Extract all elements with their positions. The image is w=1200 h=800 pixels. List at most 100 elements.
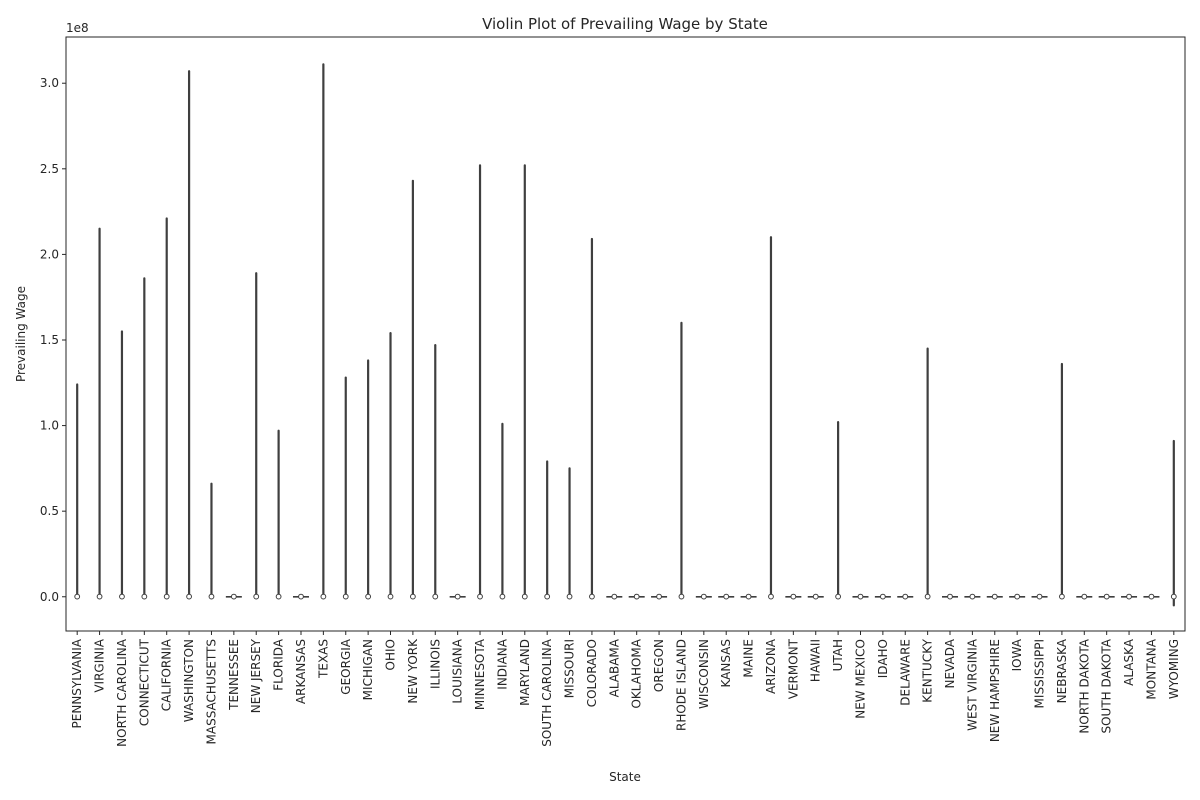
x-tick-label: NEW HAMPSHIRE: [988, 639, 1002, 742]
x-tick-label: FLORIDA: [272, 638, 286, 691]
x-tick-label: WASHINGTON: [182, 639, 196, 722]
median-marker: [1036, 593, 1043, 600]
x-tick-label: DELAWARE: [898, 639, 912, 706]
x-tick-label: TENNESSEE: [227, 639, 241, 711]
violin-kentucky: [924, 347, 931, 600]
median-marker: [857, 593, 864, 600]
x-tick-label: NEW JERSEY: [249, 638, 263, 713]
violin-michigan: [365, 359, 372, 600]
x-tick-label: COLORADO: [585, 639, 599, 707]
violin-montana: [1143, 593, 1160, 600]
violin-minnesota: [477, 164, 483, 600]
median-marker: [723, 593, 730, 600]
violin-illinois: [432, 344, 439, 600]
violin-south-carolina: [544, 460, 551, 600]
median-marker: [1081, 593, 1088, 600]
median-marker: [432, 593, 439, 600]
x-tick-label: KENTUCKY: [921, 638, 935, 702]
violin-connecticut: [141, 277, 148, 600]
violin-north-carolina: [119, 330, 125, 600]
median-marker: [499, 593, 506, 600]
y-axis-label: Prevailing Wage: [14, 286, 28, 382]
x-tick-label: MAINE: [742, 639, 756, 678]
violin-pennsylvania: [74, 383, 81, 600]
median-marker: [1014, 593, 1021, 600]
x-tick-label: WISCONSIN: [697, 639, 711, 709]
median-marker: [812, 593, 819, 600]
violin-washington: [186, 70, 192, 600]
y-tick-label: 0.5: [40, 504, 59, 518]
x-tick-label: ARKANSAS: [294, 639, 308, 704]
x-tick-label: UTAH: [831, 639, 845, 671]
violin-vermont: [785, 593, 802, 600]
x-tick-label: NORTH CAROLINA: [115, 638, 129, 747]
median-marker: [1148, 593, 1155, 600]
plot-area-frame: [65, 36, 1186, 632]
x-tick-label: MARYLAND: [518, 639, 532, 706]
median-marker: [589, 593, 595, 600]
median-marker: [342, 593, 349, 600]
median-marker: [521, 593, 528, 600]
violin-tennessee: [225, 593, 242, 600]
violin-new-york: [409, 179, 416, 600]
median-marker: [566, 593, 573, 600]
x-tick-label: VERMONT: [786, 638, 800, 699]
y-axis-ticks: 0.0 0.5 1.0 1.5 2.0 2.5 3.0: [40, 76, 66, 604]
violin-idaho: [874, 593, 891, 600]
median-marker: [656, 593, 662, 600]
median-marker: [947, 593, 953, 600]
violin-hawaii: [807, 593, 824, 600]
violin-maine: [740, 593, 757, 600]
median-marker: [790, 593, 797, 600]
x-tick-label: CALIFORNIA: [160, 638, 174, 711]
x-tick-label: VIRGINIA: [93, 638, 107, 692]
median-marker: [298, 593, 304, 600]
median-marker: [768, 593, 774, 600]
median-marker: [454, 593, 461, 600]
y-tick-label: 1.0: [40, 419, 59, 433]
violin-california: [163, 217, 170, 600]
median-marker: [633, 593, 640, 600]
x-tick-label: ALABAMA: [607, 638, 621, 697]
x-tick-label: MASSACHUSETTS: [204, 639, 218, 744]
violin-wisconsin: [695, 593, 712, 600]
x-tick-label: IOWA: [1010, 638, 1024, 671]
y-tick-label: 1.5: [40, 333, 59, 347]
violin-maryland: [521, 164, 528, 600]
violin-oregon: [651, 593, 668, 600]
violin-wyoming: [1170, 439, 1177, 607]
x-tick-label: NEVADA: [943, 638, 957, 688]
x-tick-label: ARIZONA: [764, 638, 778, 694]
violin-rhode-island: [678, 321, 685, 600]
x-tick-label: ALASKA: [1122, 638, 1136, 686]
y-tick-label: 0.0: [40, 590, 59, 604]
violin-alaska: [1121, 593, 1138, 600]
x-tick-label: LOUISIANA: [451, 638, 465, 703]
violin-colorado: [589, 237, 595, 600]
violin-nevada: [942, 593, 959, 600]
violin-nebraska: [1059, 362, 1065, 600]
x-tick-label: NORTH DAKOTA: [1077, 638, 1091, 733]
x-tick-label: MONTANA: [1144, 638, 1158, 699]
x-tick-label: WEST VIRGINIA: [965, 638, 979, 731]
chart-title: Violin Plot of Prevailing Wage by State: [482, 15, 768, 33]
violin-new-mexico: [852, 593, 869, 600]
x-tick-label: IDAHO: [876, 639, 890, 678]
violin-alabama: [606, 593, 623, 600]
violin-north-dakota: [1076, 593, 1093, 600]
violin-west-virginia: [964, 593, 981, 600]
violin-indiana: [499, 422, 506, 600]
median-marker: [163, 593, 170, 600]
violin-virginia: [96, 227, 103, 600]
median-marker: [387, 593, 394, 600]
x-tick-label: MINNESOTA: [473, 638, 487, 710]
median-marker: [119, 593, 125, 600]
violin-texas: [320, 63, 327, 600]
violin-oklahoma: [628, 593, 645, 600]
x-axis-ticks: PENNSYLVANIA VIRGINIA NORTH CAROLINA CONNEC…: [70, 631, 1181, 747]
x-tick-label: OHIO: [384, 639, 398, 670]
x-tick-label: OREGON: [652, 639, 666, 692]
x-tick-label: ILLINOIS: [428, 639, 442, 689]
median-marker: [1170, 593, 1177, 600]
x-tick-label: PENNSYLVANIA: [70, 638, 84, 728]
